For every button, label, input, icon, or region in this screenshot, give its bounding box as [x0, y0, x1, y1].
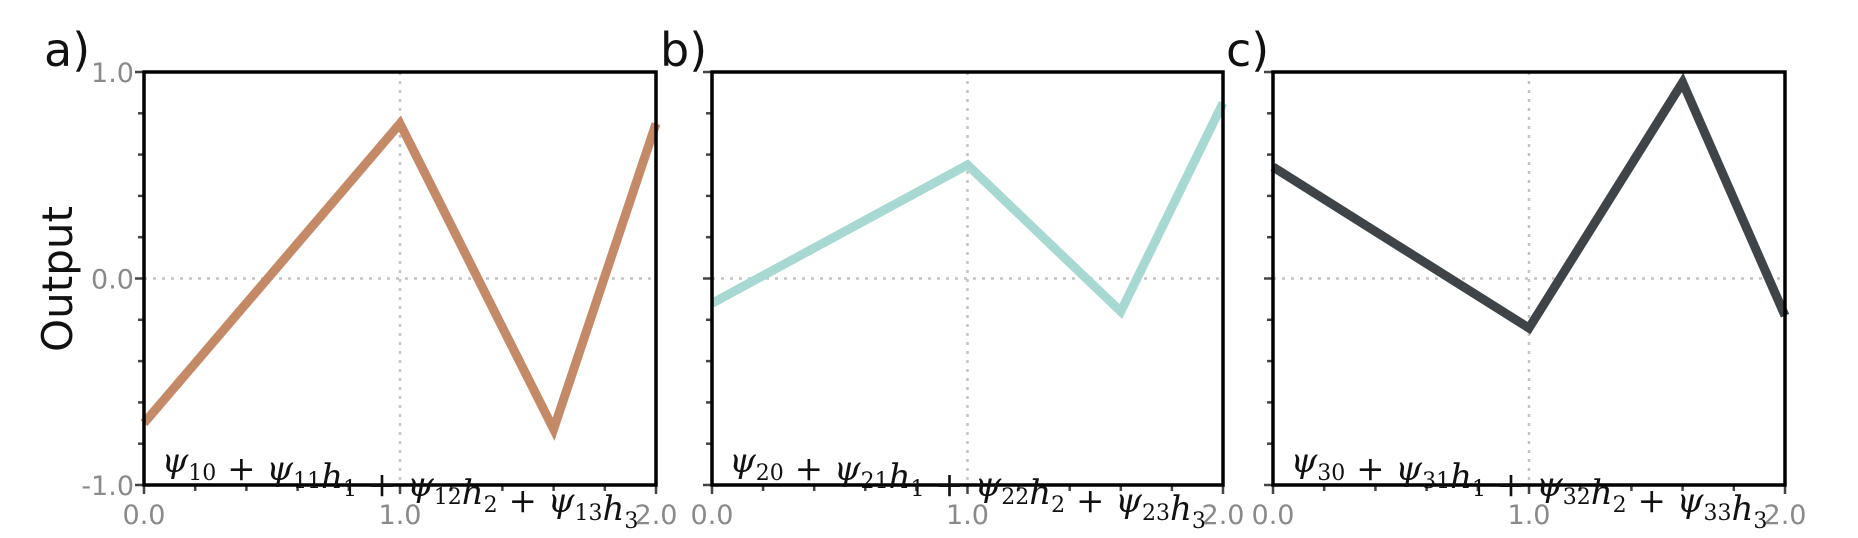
- series-line: [709, 100, 1228, 320]
- panel-label: b): [660, 23, 707, 77]
- x-tick-label: 2.0: [1764, 500, 1807, 531]
- plot-frame: [142, 70, 658, 487]
- series-line: [1270, 72, 1790, 335]
- x-tick-label: 2.0: [635, 500, 678, 531]
- panels: 0.0 1.0 2.0-1.00.01.0a)ψ10 + ψ11h1 + ψ12h2…: [44, 23, 1806, 534]
- plot-frame: [710, 70, 1225, 487]
- y-tick-label: 0.0: [91, 265, 134, 296]
- y-axis-label: Output: [33, 206, 82, 352]
- x-tick-label: 0.0: [1252, 500, 1295, 531]
- x-tick-label: 1.0: [946, 500, 989, 531]
- formula-label: ψ10 + ψ11h1 + ψ12h2 + ψ13h3: [162, 441, 639, 534]
- y-tick-label: -1.0: [81, 471, 134, 502]
- formula-label: ψ30 + ψ31h1 + ψ32h2 + ψ33h3: [1291, 441, 1768, 534]
- chart-panel-3: 0.0 1.0 2.0 c) ψ30 + ψ31h1 + ψ32h2 + ψ33h3: [1226, 23, 1806, 534]
- panel-label: c): [1226, 23, 1269, 77]
- x-tick-label: 1.0: [379, 500, 422, 531]
- x-tick-label: 1.0: [1508, 500, 1551, 531]
- x-tick-label: 0.0: [123, 500, 166, 531]
- x-tick-label: 0.0: [691, 500, 734, 531]
- x-tick-label: 2.0: [1202, 500, 1245, 531]
- series-line: [140, 115, 661, 441]
- chart-panel-1: 0.0 1.0 2.0-1.00.01.0a)ψ10 + ψ11h1 + ψ12h2…: [44, 23, 677, 534]
- chart-panel-2: 0.0 1.0 2.0 b) ψ20 + ψ21h1 + ψ22h2 + ψ23h3: [660, 23, 1244, 534]
- panel-label: a): [44, 23, 90, 77]
- plot-frame: [1271, 70, 1787, 487]
- formula-label: ψ20 + ψ21h1 + ψ22h2 + ψ23h3: [729, 441, 1206, 534]
- y-tick-label: 1.0: [91, 58, 134, 89]
